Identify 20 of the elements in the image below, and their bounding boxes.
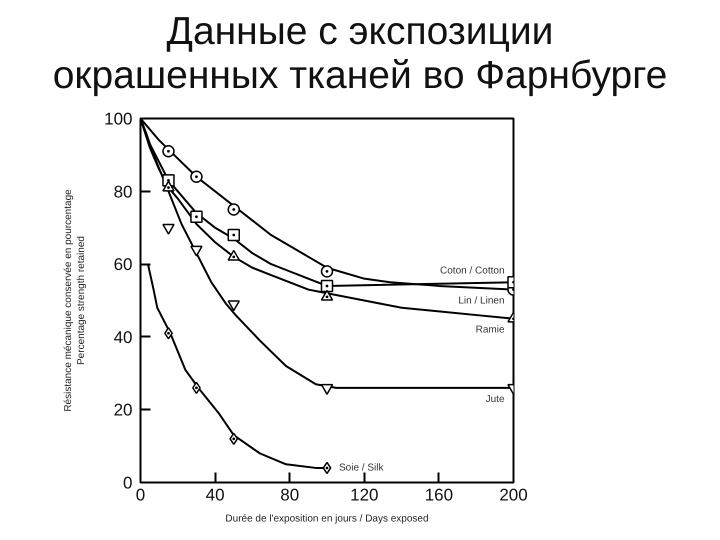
x-tick-label: 80 [280,486,300,504]
y-tick-label: 60 [114,255,133,274]
y-tick-label: 40 [114,328,133,347]
x-tick-label: 0 [136,486,146,504]
series-label: Ramie [476,324,505,336]
x-tick-label: 120 [350,486,378,504]
y-tick-label: 80 [114,182,133,202]
series-label: Jute [486,394,505,405]
y-axis-title: Résistance mécanique conservée en pourcentage Percentage strength retained [62,188,88,412]
x-tick-label: 200 [499,486,528,504]
chart-title: Данные с экспозиции окрашенных тканей во Фарнбурге [52,9,668,98]
y-tick-label: 100 [104,110,133,128]
y-tick-label: 20 [114,400,133,420]
series-label: Coton / Cotton [440,265,504,276]
series-label: Soie / Silk [339,462,384,474]
x-axis-title: Durée de l'exposition en jours / Days exposed [225,514,429,524]
x-tick-label: 40 [206,486,225,504]
y-tick-label: 0 [123,474,133,492]
x-tick-label: 160 [424,486,454,504]
series-label: Lin / Linen [458,296,505,307]
